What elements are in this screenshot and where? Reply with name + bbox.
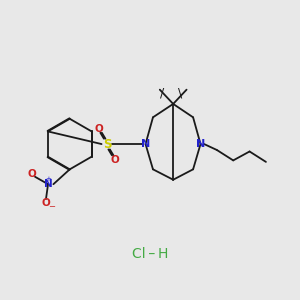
Text: N: N xyxy=(196,139,205,149)
Text: N: N xyxy=(141,139,150,149)
Text: O: O xyxy=(42,198,50,208)
Text: +: + xyxy=(45,176,51,182)
Text: Cl – H: Cl – H xyxy=(132,247,168,261)
Text: O: O xyxy=(94,124,103,134)
Text: \: \ xyxy=(178,86,183,99)
Text: O: O xyxy=(28,169,36,179)
Text: S: S xyxy=(103,138,111,151)
Text: O: O xyxy=(111,154,120,164)
Text: /: / xyxy=(160,86,164,99)
Text: −: − xyxy=(48,202,55,211)
Text: N: N xyxy=(44,179,52,189)
